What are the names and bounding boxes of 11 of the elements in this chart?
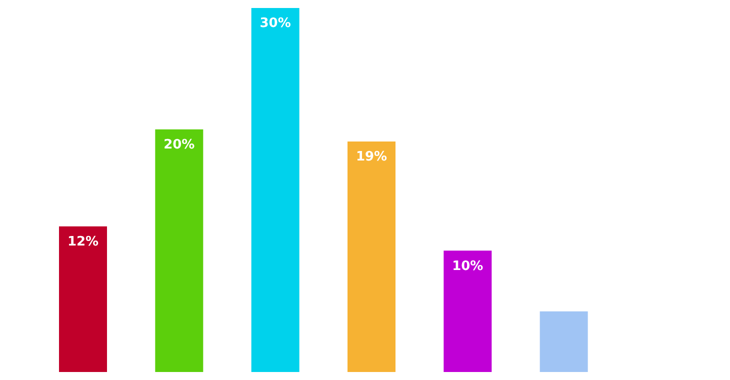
bar [444,250,492,372]
data-label: 12% [67,234,99,250]
bar [251,8,300,372]
bar [540,311,588,372]
data-label: 20% [164,138,195,153]
data-label: 10% [452,258,484,274]
bar [155,129,204,372]
bar [348,141,396,372]
bar [59,226,107,372]
data-label: 30% [260,16,291,32]
data-label: 19% [356,150,388,165]
